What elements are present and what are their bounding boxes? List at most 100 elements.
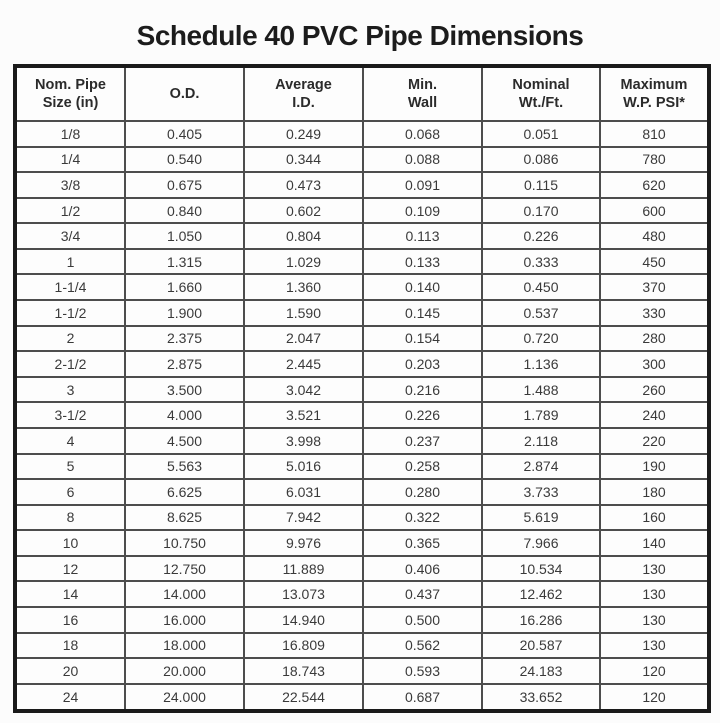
table-cell: 260 bbox=[599, 375, 710, 404]
table-cell: 3 bbox=[14, 375, 126, 404]
table-cell: 16.809 bbox=[243, 631, 364, 660]
table-cell: 0.562 bbox=[362, 631, 483, 660]
table-cell: 20.587 bbox=[481, 631, 601, 660]
table-row: 6 6.625 6.031 0.280 3.733 180 bbox=[14, 478, 710, 506]
table-row: 20 20.000 18.743 0.593 24.183 120 bbox=[14, 657, 710, 685]
table-cell: 4.000 bbox=[124, 401, 245, 429]
table-cell: 2.375 bbox=[124, 324, 245, 353]
table-cell: 130 bbox=[599, 554, 710, 583]
table-cell: 0.406 bbox=[362, 554, 483, 583]
table-cell: 1/8 bbox=[14, 120, 126, 148]
table-row: 16 16.000 14.940 0.500 16.286 130 bbox=[14, 606, 710, 634]
table-cell: 0.203 bbox=[362, 350, 483, 378]
table-cell: 14.000 bbox=[124, 580, 245, 608]
table-cell: 0.068 bbox=[362, 120, 483, 148]
table-cell: 0.365 bbox=[362, 529, 483, 557]
table-cell: 3.042 bbox=[243, 375, 364, 404]
table-cell: 18 bbox=[14, 631, 126, 660]
table-cell: 4.500 bbox=[124, 426, 245, 455]
table-cell: 450 bbox=[599, 247, 710, 276]
table-cell: 2-1/2 bbox=[14, 350, 126, 378]
table-cell: 22.544 bbox=[243, 682, 364, 713]
table-cell: 1-1/2 bbox=[14, 299, 126, 327]
table-cell: 3/8 bbox=[14, 171, 126, 199]
table-cell: 11.889 bbox=[243, 554, 364, 583]
table-cell: 0.109 bbox=[362, 196, 483, 225]
table-row: 3/8 0.675 0.473 0.091 0.115 620 bbox=[14, 171, 710, 199]
table-row: 2 2.375 2.047 0.154 0.720 280 bbox=[14, 324, 710, 353]
table-cell: 1.488 bbox=[481, 375, 601, 404]
table-cell: 33.652 bbox=[481, 682, 601, 713]
table-cell: 0.145 bbox=[362, 299, 483, 327]
table-cell: 24.000 bbox=[124, 682, 245, 713]
column-header-od: O.D. bbox=[124, 65, 245, 122]
table-cell: 3.500 bbox=[124, 375, 245, 404]
table-cell: 0.602 bbox=[243, 196, 364, 225]
table-cell: 0.216 bbox=[362, 375, 483, 404]
table-row: 10 10.750 9.976 0.365 7.966 140 bbox=[14, 529, 710, 557]
table-cell: 0.473 bbox=[243, 171, 364, 199]
table-cell: 0.322 bbox=[362, 503, 483, 532]
table-cell: 1-1/4 bbox=[14, 273, 126, 302]
table-cell: 0.540 bbox=[124, 145, 245, 174]
column-header-max-wp-psi: Maximum W.P. PSI* bbox=[599, 65, 710, 122]
table-cell: 480 bbox=[599, 222, 710, 250]
table-cell: 7.942 bbox=[243, 503, 364, 532]
table-row: 3-1/2 4.000 3.521 0.226 1.789 240 bbox=[14, 401, 710, 429]
table-row: 8 8.625 7.942 0.322 5.619 160 bbox=[14, 503, 710, 532]
table-cell: 0.226 bbox=[362, 401, 483, 429]
table-cell: 1.029 bbox=[243, 247, 364, 276]
table-cell: 2.118 bbox=[481, 426, 601, 455]
table-cell: 300 bbox=[599, 350, 710, 378]
table-header: Nom. Pipe Size (in) O.D. Average I.D. Mi… bbox=[14, 65, 710, 122]
table-cell: 3-1/2 bbox=[14, 401, 126, 429]
column-header-min-wall: Min. Wall bbox=[362, 65, 483, 122]
table-cell: 0.140 bbox=[362, 273, 483, 302]
table-cell: 10.750 bbox=[124, 529, 245, 557]
table-cell: 280 bbox=[599, 324, 710, 353]
table-cell: 2.875 bbox=[124, 350, 245, 378]
table-cell: 3.733 bbox=[481, 478, 601, 506]
page-title: Schedule 40 PVC Pipe Dimensions bbox=[136, 20, 584, 51]
table-cell: 4 bbox=[14, 426, 126, 455]
table-cell: 5.016 bbox=[243, 452, 364, 481]
table-cell: 130 bbox=[599, 631, 710, 660]
table-cell: 180 bbox=[599, 478, 710, 506]
table-cell: 1.136 bbox=[481, 350, 601, 378]
table-cell: 130 bbox=[599, 580, 710, 608]
table-row: 1/2 0.840 0.602 0.109 0.170 600 bbox=[14, 196, 710, 225]
table-cell: 1/4 bbox=[14, 145, 126, 174]
table-cell: 780 bbox=[599, 145, 710, 174]
table-header-row: Nom. Pipe Size (in) O.D. Average I.D. Mi… bbox=[14, 65, 710, 122]
table-cell: 5.563 bbox=[124, 452, 245, 481]
table-cell: 18.743 bbox=[243, 657, 364, 685]
table-cell: 0.086 bbox=[481, 145, 601, 174]
table-cell: 10 bbox=[14, 529, 126, 557]
table-cell: 0.804 bbox=[243, 222, 364, 250]
table-row: 1/8 0.405 0.249 0.068 0.051 810 bbox=[14, 120, 710, 148]
table-cell: 3/4 bbox=[14, 222, 126, 250]
table-cell: 220 bbox=[599, 426, 710, 455]
table-cell: 16.286 bbox=[481, 606, 601, 634]
table-row: 1/4 0.540 0.344 0.088 0.086 780 bbox=[14, 145, 710, 174]
table-cell: 1.660 bbox=[124, 273, 245, 302]
table-cell: 10.534 bbox=[481, 554, 601, 583]
table-cell: 5 bbox=[14, 452, 126, 481]
table-cell: 5.619 bbox=[481, 503, 601, 532]
table-cell: 6.031 bbox=[243, 478, 364, 506]
table-cell: 0.258 bbox=[362, 452, 483, 481]
column-header-nominal-wt: Nominal Wt./Ft. bbox=[481, 65, 601, 122]
table-row: 3/4 1.050 0.804 0.113 0.226 480 bbox=[14, 222, 710, 250]
table-cell: 0.450 bbox=[481, 273, 601, 302]
table-cell: 13.073 bbox=[243, 580, 364, 608]
table-cell: 6.625 bbox=[124, 478, 245, 506]
table-cell: 1.900 bbox=[124, 299, 245, 327]
table-cell: 240 bbox=[599, 401, 710, 429]
table-cell: 12.462 bbox=[481, 580, 601, 608]
table-cell: 2.874 bbox=[481, 452, 601, 481]
table-cell: 0.840 bbox=[124, 196, 245, 225]
table-cell: 1/2 bbox=[14, 196, 126, 225]
table-cell: 20 bbox=[14, 657, 126, 685]
table-row: 2-1/2 2.875 2.445 0.203 1.136 300 bbox=[14, 350, 710, 378]
